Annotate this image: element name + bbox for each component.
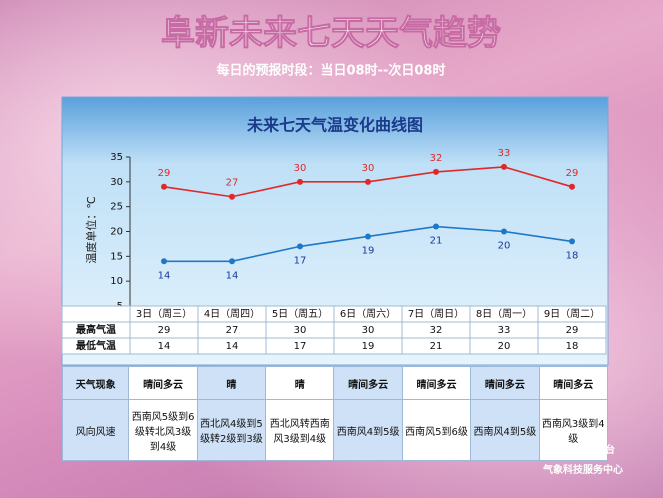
- table-cell: 西南风5级到6级转北风3级到4级: [128, 399, 198, 461]
- table-value: 21: [430, 341, 443, 352]
- data-label: 32: [430, 153, 443, 164]
- data-point: [365, 178, 371, 185]
- data-label: 30: [362, 163, 375, 174]
- data-label: 30: [294, 163, 307, 174]
- data-point: [297, 243, 303, 250]
- table-value: 30: [362, 325, 375, 336]
- table-value: 27: [226, 325, 239, 336]
- table-cell: 风向风速: [61, 399, 130, 461]
- table-value: 30: [294, 325, 307, 336]
- x-tick-label: 3日（周三）: [136, 308, 192, 320]
- table-value: 14: [158, 341, 171, 352]
- y-tick-label: 20: [110, 227, 123, 238]
- data-point: [433, 223, 439, 230]
- data-label: 14: [226, 270, 239, 281]
- y-tick-label: 25: [110, 202, 123, 213]
- y-axis-label: 温度单位：℃: [84, 196, 98, 263]
- x-tick-label: 9日（周二）: [544, 308, 600, 320]
- legend-row-label: 最低气温: [76, 339, 116, 352]
- data-label: 18: [566, 250, 579, 261]
- data-point: [433, 168, 439, 175]
- data-point: [161, 183, 167, 190]
- table-cell: 西南风5到6级: [401, 399, 472, 461]
- data-label: 29: [158, 168, 171, 179]
- chart-title: 未来七天气温变化曲线图: [246, 116, 423, 135]
- table-cell: 晴间多云: [538, 366, 609, 400]
- data-label: 27: [226, 178, 239, 189]
- table-cell: 晴: [196, 366, 267, 400]
- data-point: [501, 163, 507, 170]
- poster-title: 阜新未来七天天气趋势: [161, 14, 501, 54]
- data-label: 19: [362, 245, 375, 256]
- table-cell: 晴间多云: [128, 366, 198, 400]
- data-point: [569, 238, 575, 245]
- table-value: 33: [498, 325, 511, 336]
- table-cell: 西南风4到5级: [470, 399, 540, 461]
- table-value: 18: [566, 341, 579, 352]
- table-value: 17: [294, 341, 307, 352]
- data-point: [365, 233, 371, 240]
- table-cell: 天气现象: [61, 366, 130, 400]
- table-cell: 西南风4到5级: [333, 399, 403, 461]
- y-tick-label: 15: [110, 251, 123, 262]
- data-label: 29: [566, 168, 579, 179]
- table-cell: 晴: [265, 366, 335, 400]
- data-point: [569, 183, 575, 190]
- legend-row-label: 最高气温: [76, 323, 116, 336]
- table-value: 32: [430, 325, 443, 336]
- data-point: [229, 258, 235, 265]
- data-label: 33: [498, 148, 511, 159]
- poster-subtitle: 每日的预报时段：当日08时--次日08时: [217, 63, 446, 79]
- footer-text: 气象科技服务中心: [543, 465, 623, 476]
- footer-text: 阜新市气象台: [555, 445, 615, 456]
- x-tick-label: 5日（周五）: [272, 308, 328, 320]
- table-value: 29: [566, 325, 579, 336]
- table-cell: 西北风转西南风3级到4级: [265, 399, 335, 461]
- table-value: 20: [498, 341, 511, 352]
- y-tick-label: 10: [110, 276, 123, 287]
- data-label: 20: [498, 241, 511, 252]
- data-point: [501, 228, 507, 235]
- table-cell: 晴间多云: [470, 366, 540, 400]
- x-tick-label: 4日（周四）: [204, 308, 260, 320]
- table-cell: 晴间多云: [333, 366, 403, 400]
- data-point: [297, 178, 303, 185]
- y-tick-label: 30: [110, 177, 123, 188]
- data-label: 17: [294, 255, 307, 266]
- table-row: 天气现象 晴间多云晴晴晴间多云 晴间多云 晴间多云 晴间多云: [61, 366, 609, 400]
- data-point: [229, 193, 235, 200]
- x-tick-label: 7日（周日）: [408, 308, 464, 320]
- x-tick-label: 6日（周六）: [340, 308, 396, 320]
- y-tick-label: 35: [110, 152, 123, 163]
- table-value: 19: [362, 341, 375, 352]
- table-cell: 西北风4级到5级转2级到3级: [196, 399, 267, 461]
- table-row: 风向风速 西南风5级到6级转北风3级到4级 西北风4级到5级转2级到3级 西北风转西南…: [61, 399, 609, 461]
- data-label: 21: [430, 236, 443, 247]
- data-point: [161, 258, 167, 265]
- weather-table: 天气现象 晴间多云晴晴晴间多云 晴间多云 晴间多云 晴间多云 风向风速 西南风5级到6级转北…: [61, 366, 609, 461]
- table-cell: 晴间多云: [401, 366, 472, 400]
- table-value: 29: [158, 325, 171, 336]
- data-label: 14: [158, 270, 171, 281]
- table-cell: 西南风3级到4级: [538, 399, 609, 461]
- table-value: 14: [226, 341, 239, 352]
- x-tick-label: 8日（周一）: [476, 308, 532, 320]
